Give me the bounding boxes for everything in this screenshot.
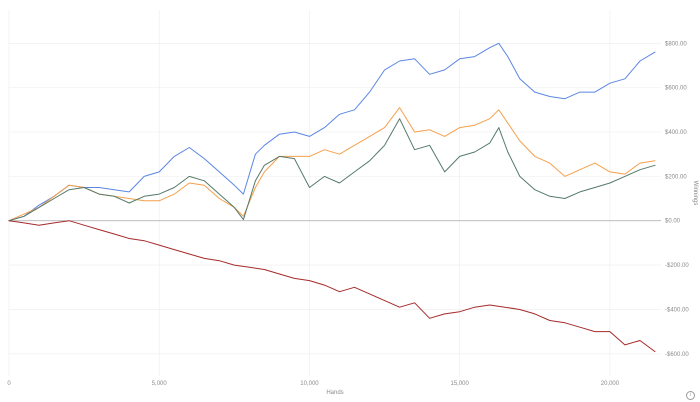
x-tick-label: 5,000 [152,381,168,387]
series-line-3 [8,118,656,222]
y-tick-label: $600.00 [665,86,687,92]
series-line-1 [8,42,656,222]
y-tick-label: -$400.00 [665,307,689,313]
info-icon[interactable]: i [686,391,695,400]
x-tick-label: 10,000 [300,381,319,387]
x-axis-ticks: 0 5,000 10,000 15,000 20,000 [7,381,619,387]
x-axis-title: Hands [326,390,343,396]
y-tick-label: -$600.00 [665,352,689,358]
x-tick-label: 15,000 [451,381,470,387]
y-tick-label: $0.00 [665,219,681,225]
series-line-4 [8,220,656,353]
y-tick-label: -$200.00 [665,263,689,269]
x-tick-label: 20,000 [601,381,620,387]
y-tick-label: $200.00 [665,174,687,180]
y-axis-title: Winnings [692,181,698,206]
y-tick-label: $400.00 [665,130,687,136]
x-tick-label: 0 [7,381,11,387]
series-lines [8,42,656,353]
y-tick-label: $800.00 [665,41,687,47]
series-line-2 [8,107,656,222]
grid [8,10,661,376]
y-axis-ticks: -$600.00 -$400.00 -$200.00 $0.00 $200.00 $400… [665,41,689,358]
